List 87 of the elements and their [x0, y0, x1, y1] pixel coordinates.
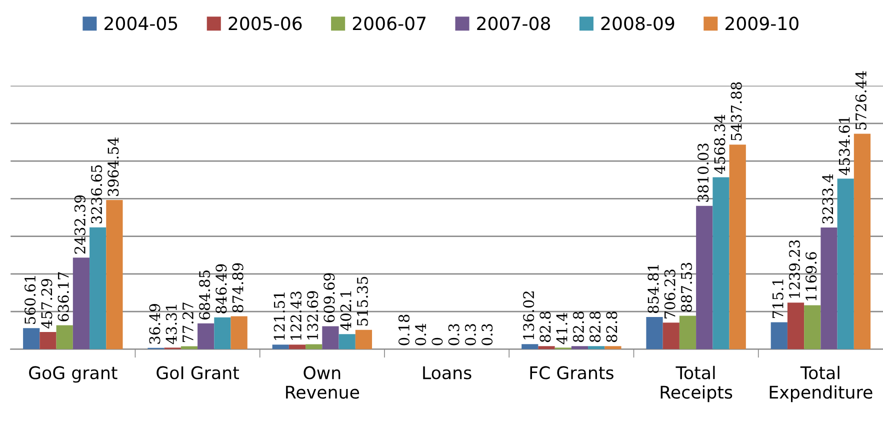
legend-label: 2006-07	[352, 16, 426, 30]
bar	[787, 302, 804, 350]
data-label: 3233.4	[822, 174, 834, 224]
data-label: 402.1	[340, 291, 352, 331]
bar	[322, 326, 339, 350]
legend-label: 2005-06	[228, 16, 302, 30]
data-label: 1169.6	[806, 252, 817, 300]
data-label: 684.85	[199, 270, 210, 320]
data-label: 609.69	[324, 273, 335, 322]
bar	[712, 177, 730, 350]
data-label: 854.81	[648, 265, 659, 314]
bar	[837, 178, 854, 350]
data-label: 5437.88	[730, 82, 742, 140]
bar	[646, 317, 663, 350]
data-label: 2432.39	[74, 195, 86, 254]
x-tick-label: Loans	[423, 366, 472, 380]
bar	[804, 305, 821, 350]
data-label: 560.61	[24, 276, 36, 324]
data-label: 43.31	[166, 304, 177, 344]
bar	[214, 317, 231, 350]
bar	[272, 344, 289, 350]
bar	[106, 200, 123, 350]
bar	[56, 325, 73, 350]
bar	[662, 322, 680, 350]
data-label: 1239.23	[788, 240, 800, 298]
data-label: 874.89	[232, 263, 244, 312]
data-label: 0.3	[482, 324, 493, 346]
bar	[355, 330, 372, 350]
data-label: 132.69	[307, 291, 318, 340]
data-label: 0.3	[448, 324, 460, 346]
data-label: 3810.03	[698, 144, 709, 202]
bar	[288, 344, 306, 350]
data-label: 3236.65	[91, 165, 102, 224]
bar	[230, 316, 248, 350]
data-label: 82.8	[572, 312, 584, 342]
data-label: 715.1	[772, 280, 784, 318]
data-label: 3964.54	[108, 137, 119, 196]
bar	[72, 258, 90, 350]
bar	[770, 322, 788, 350]
bar	[571, 346, 588, 350]
data-label: 4568.34	[714, 114, 726, 174]
data-label: 36.49	[149, 304, 160, 344]
data-label: 0.18	[398, 314, 410, 346]
x-tick-label: Total Receipts	[660, 366, 732, 402]
data-label: 515.35	[356, 276, 368, 326]
data-label: 5726.44	[855, 71, 866, 130]
bar	[588, 346, 605, 350]
data-label: 457.29	[41, 278, 52, 329]
x-tick-label: FC Grants	[530, 366, 614, 380]
legend-label: 2007-08	[477, 16, 550, 30]
x-tick-label: GoI Grant	[156, 366, 239, 380]
bar	[90, 227, 106, 350]
bar	[604, 346, 622, 350]
data-label: 636.17	[58, 272, 69, 322]
bar	[338, 334, 356, 350]
data-label: 77.27	[182, 302, 194, 342]
data-label: 887.53	[680, 262, 692, 312]
data-label: 4534.61	[838, 117, 850, 176]
data-label: 706.23	[664, 270, 676, 318]
data-label: 0	[432, 338, 443, 346]
bar	[538, 346, 555, 350]
bar	[198, 323, 214, 350]
data-label: 41.4	[556, 312, 568, 344]
bar	[522, 344, 538, 350]
bar	[820, 228, 838, 350]
legend-label: 2009-10	[726, 16, 798, 30]
legend-label: 2004-05	[104, 16, 178, 30]
data-label: 122.43	[290, 292, 302, 340]
bar	[729, 144, 746, 350]
bar	[854, 134, 871, 350]
x-tick-label: GoG grant	[29, 366, 118, 383]
x-tick-label: Total Expenditure	[770, 366, 872, 402]
data-label: 0.4	[415, 324, 426, 346]
data-label: 0.3	[464, 324, 476, 346]
data-label: 136.02	[523, 291, 534, 340]
data-label: 82.8	[606, 312, 618, 342]
data-label: 121.51	[274, 292, 285, 340]
bar	[696, 206, 713, 350]
data-label: 82.8	[590, 312, 601, 342]
legend-label: 2008-09	[601, 16, 674, 30]
bar	[679, 316, 696, 350]
bar	[23, 328, 40, 350]
x-tick-label: Own Revenue	[286, 366, 360, 399]
data-label: 82.8	[540, 312, 551, 342]
data-label: 846.49	[216, 264, 227, 314]
bar	[306, 344, 322, 350]
bar	[40, 332, 56, 350]
